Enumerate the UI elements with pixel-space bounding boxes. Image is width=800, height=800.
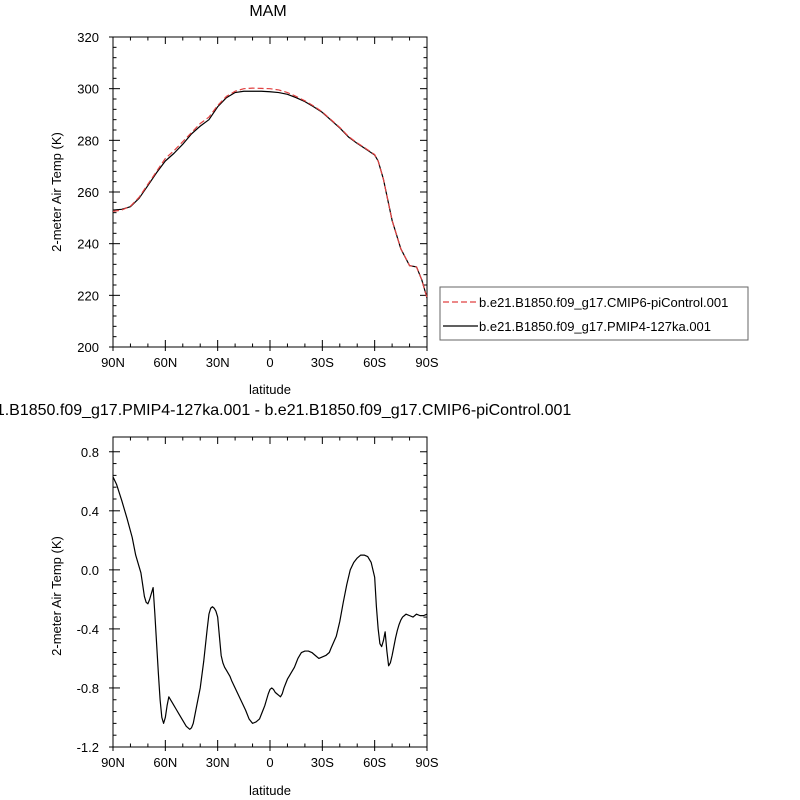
top-y-tick-label: 220: [77, 288, 99, 303]
top-x-tick-label: 60S: [363, 355, 386, 370]
bottom-y-tick-label: 0.8: [81, 445, 99, 460]
bottom-ticks: [109, 437, 428, 751]
bottom-y-tick-labels: -1.2 -0.8 -0.4 0.0 0.4 0.8: [77, 445, 99, 755]
bottom-x-tick-label: 60N: [153, 755, 177, 770]
top-y-tick-label: 200: [77, 340, 99, 355]
bottom-y-tick-label: -0.4: [77, 622, 99, 637]
bottom-series-line-0: [112, 476, 428, 730]
legend-label-127ka: b.e21.B1850.f09_g17.PMIP4-127ka.001: [479, 319, 711, 334]
legend: b.e21.B1850.f09_g17.CMIP6-piControl.001 …: [439, 286, 749, 341]
top-x-axis-label: latitude: [249, 382, 291, 397]
bottom-y-tick-label: -0.8: [77, 681, 99, 696]
top-y-tick-label: 280: [77, 133, 99, 148]
top-ticks: [109, 36, 428, 351]
top-series-line-1: [112, 90, 428, 299]
bottom-x-tick-label: 90N: [101, 755, 125, 770]
top-x-tick-label: 60N: [153, 355, 177, 370]
top-y-tick-label: 260: [77, 185, 99, 200]
top-series-line-0: [112, 87, 428, 299]
bottom-x-tick-label: 0: [266, 755, 273, 770]
bottom-y-tick-label: 0.0: [81, 563, 99, 578]
top-x-tick-label: 90N: [101, 355, 125, 370]
bottom-y-tick-label: 0.4: [81, 504, 99, 519]
top-chart-title: MAM: [249, 3, 286, 20]
top-series: [112, 87, 428, 299]
bottom-x-axis-label: latitude: [249, 783, 291, 798]
top-x-tick-labels: 90N 60N 30N 0 30S 60S 90S: [101, 355, 439, 370]
top-y-tick-label: 240: [77, 237, 99, 252]
legend-box: [439, 286, 749, 341]
bottom-y-axis-label: 2-meter Air Temp (K): [49, 536, 64, 656]
bottom-panel: b.e21.B1850.f09_g17.PMIP4-127ka.001 - b.…: [0, 402, 571, 798]
bottom-x-tick-label: 60S: [363, 755, 386, 770]
top-panel: MAM 90N 60N 30N 0 30S 60S 90S 200 220 240 260 280 3…: [49, 3, 439, 397]
top-y-tick-label: 320: [77, 30, 99, 45]
bottom-x-tick-label: 30S: [311, 755, 334, 770]
top-plot-frame: [112, 36, 428, 348]
bottom-x-tick-labels: 90N 60N 30N 0 30S 60S 90S: [101, 755, 439, 770]
top-y-tick-label: 300: [77, 82, 99, 97]
legend-label-control: b.e21.B1850.f09_g17.CMIP6-piControl.001: [479, 295, 728, 310]
bottom-series: [112, 476, 428, 730]
bottom-x-tick-label: 30N: [206, 755, 230, 770]
top-y-tick-labels: 200 220 240 260 280 300 320: [77, 30, 99, 355]
bottom-y-tick-label: -1.2: [77, 740, 99, 755]
bottom-chart-title: b.e21.B1850.f09_g17.PMIP4-127ka.001 - b.…: [0, 402, 571, 419]
top-x-tick-label: 90S: [415, 355, 438, 370]
top-x-tick-label: 30N: [206, 355, 230, 370]
top-x-tick-label: 30S: [311, 355, 334, 370]
top-y-axis-label: 2-meter Air Temp (K): [49, 132, 64, 252]
top-x-tick-label: 0: [266, 355, 273, 370]
bottom-x-tick-label: 90S: [415, 755, 438, 770]
